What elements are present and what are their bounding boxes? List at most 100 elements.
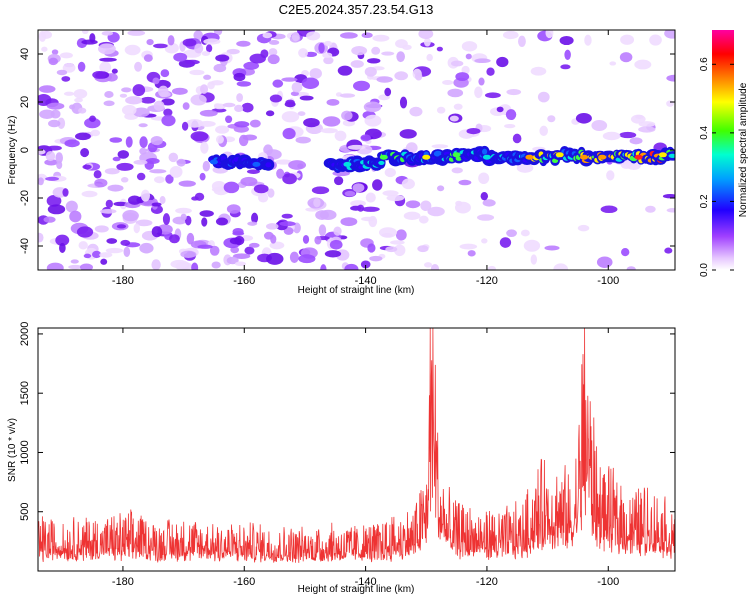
spectrogram-cell <box>182 102 190 110</box>
spectrogram-cell <box>161 114 176 127</box>
spectrogram-cell <box>41 30 53 39</box>
spectrogram-cell <box>405 200 421 209</box>
spectrogram-cell <box>151 259 161 270</box>
snr-x-tick-label: -180 <box>112 576 134 588</box>
spectrogram-cell <box>596 256 613 268</box>
spectrogram-cell <box>365 192 376 203</box>
spectrogram-cell <box>666 74 675 82</box>
spectrogram-cell <box>46 262 64 270</box>
spectrogram-cell <box>226 204 241 214</box>
spectrogram-cell <box>352 80 371 92</box>
spectrogram-cell <box>79 263 93 270</box>
spectrogram-cell <box>361 32 373 39</box>
spectrogram-cell <box>151 202 162 207</box>
spectrogram-cell <box>295 136 311 144</box>
spectrogram-cell <box>146 38 154 46</box>
spectrogram-cell <box>76 226 94 238</box>
spectrogram-cell <box>461 41 478 52</box>
spectrogram-cell <box>133 223 140 234</box>
spectrogram-cell <box>619 131 637 139</box>
spectrogram-cell <box>244 246 255 255</box>
spectrogram-cell <box>447 88 464 98</box>
spectrogram-cell <box>106 238 118 244</box>
spectrogram-cell <box>361 206 380 212</box>
spectrogram-cell <box>63 91 75 96</box>
spectrogram-cell <box>544 245 560 251</box>
spectrogram-cell <box>364 66 377 77</box>
spectrogram-cell <box>139 242 154 254</box>
spectrogram-x-ticks: -180 -160 -140 -120 -100 <box>112 30 619 287</box>
spectrogram-cell <box>50 109 61 119</box>
spectrogram-cell <box>185 215 192 226</box>
spectrogram-cell <box>512 133 522 144</box>
spectrogram-cell <box>38 85 56 93</box>
spectrogram-cell <box>175 207 192 214</box>
spectrogram-cell <box>163 108 173 117</box>
spectrogram-cell <box>103 100 115 107</box>
colorbar-tick-label: 0.4 <box>699 125 710 139</box>
spectrogram-cell <box>181 121 189 131</box>
spectrogram-cell <box>153 100 165 112</box>
spectrogram-cell <box>372 179 383 191</box>
spectrogram-cell <box>324 250 342 258</box>
spectrogram-cell <box>162 213 171 225</box>
spectrogram-cell <box>518 35 526 47</box>
spectrogram-cell <box>333 226 342 236</box>
spectrogram-cell <box>92 70 106 79</box>
spectrogram-cell <box>320 264 327 270</box>
snr-panel: -180 -160 -140 -120 -100 500 1000 1500 2000 Hei… <box>7 322 676 595</box>
spectrogram-cell <box>59 52 73 59</box>
spectrogram-cell <box>299 95 314 101</box>
colorbar-tick-label: 0.0 <box>699 263 710 277</box>
spectrogram-cell <box>341 110 353 121</box>
spectrogram-cell <box>170 259 189 269</box>
spectrogram-cell <box>645 205 656 213</box>
snr-x-tick-label: -100 <box>597 576 619 588</box>
spectrogram-cell <box>431 144 449 149</box>
spectrogram-cell <box>602 131 621 141</box>
spectrogram-y-tick-label: -40 <box>19 238 31 254</box>
spectrogram-x-tick-label: -120 <box>476 275 498 287</box>
spectrogram-cell <box>135 219 153 227</box>
spectrogram-cell <box>120 239 131 246</box>
spectrogram-cell <box>420 200 432 211</box>
spectrogram-cell <box>629 137 643 145</box>
spectrogram-cell <box>575 112 592 124</box>
spectrogram-cell <box>334 130 347 142</box>
spectrogram-cell <box>367 58 381 64</box>
spectrogram-cell <box>385 246 398 253</box>
figure-title: C2E5.2024.357.23.54.G13 <box>279 2 434 17</box>
spectrogram-cell <box>560 64 571 70</box>
spectrogram-cell <box>89 115 96 122</box>
spectrogram-x-label: Height of straight line (km) <box>298 285 415 296</box>
spectrogram-cell <box>620 34 635 45</box>
spectrogram-cell <box>236 81 252 87</box>
spectrogram-y-ticks: -40 -20 0 20 40 <box>19 48 675 254</box>
spectrogram-cell <box>547 115 556 123</box>
spectrogram-cell <box>465 53 472 60</box>
spectrogram-cell <box>243 61 260 70</box>
spectrogram-cell <box>279 221 296 227</box>
spectrogram-cell <box>173 52 188 62</box>
snr-y-ticks: 500 1000 1500 2000 <box>19 322 675 521</box>
spectrogram-cell <box>190 94 207 106</box>
spectrogram-cell <box>56 69 68 76</box>
spectrogram-cell <box>626 266 636 270</box>
spectrogram-cell <box>401 178 415 190</box>
colorbar-ticks: 0.0 0.2 0.4 0.6 <box>699 57 734 277</box>
spectrogram-cell <box>100 258 108 265</box>
snr-y-tick-label: 500 <box>19 503 31 521</box>
spectrogram-cell <box>298 254 316 264</box>
colorbar-tick-label: 0.2 <box>699 194 710 208</box>
spectrogram-cell <box>65 200 78 213</box>
spectrogram-cell <box>203 38 221 45</box>
spectrogram-cell <box>275 159 293 165</box>
colorbar-tick-label: 0.6 <box>699 57 710 71</box>
spectrogram-x-tick-label: -160 <box>233 275 255 287</box>
spectrogram-cell <box>38 232 44 243</box>
spectrogram-cell <box>119 93 128 98</box>
spectrogram-cell <box>265 223 279 230</box>
spectrogram-cell <box>113 201 128 207</box>
spectrogram-cell <box>61 76 71 82</box>
spectrogram-cell <box>272 79 284 88</box>
